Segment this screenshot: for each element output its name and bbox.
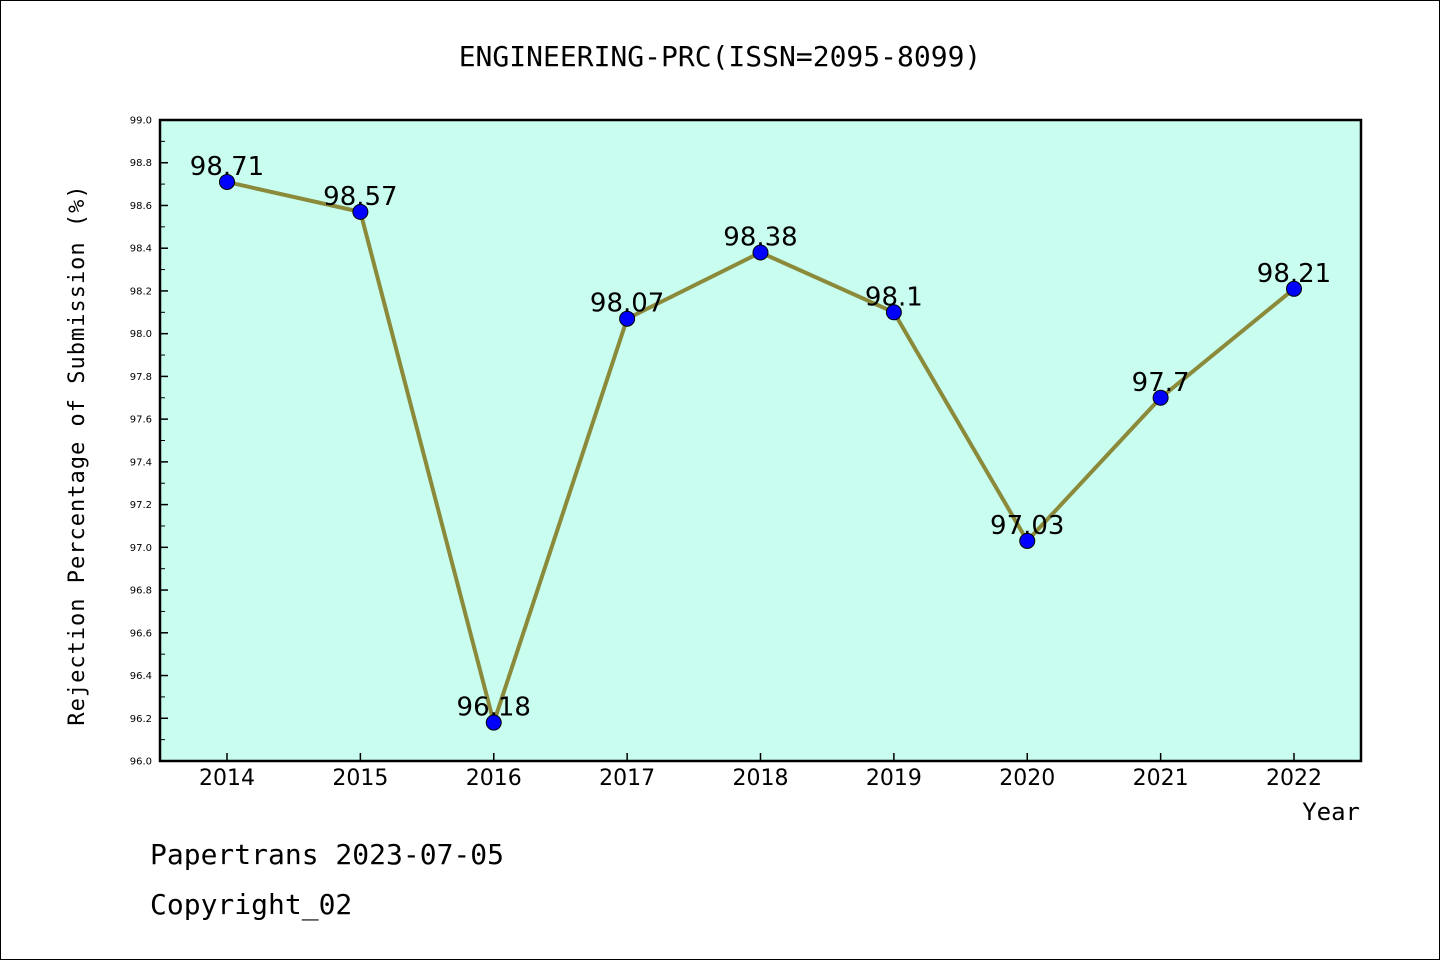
data-point [1286, 280, 1302, 297]
y-tick-label: 98.6 [130, 201, 152, 212]
data-labels: 98.71 98.57 96.18 98.07 98.38 98.1 97.03 97.7 98… [190, 152, 1331, 723]
footer-date: Papertrans 2023-07-05 [150, 838, 504, 871]
series-markers [219, 173, 1302, 731]
data-point [752, 244, 769, 261]
x-tick-label: 2022 [1266, 766, 1322, 791]
data-point [885, 304, 902, 321]
chart-title: ENGINEERING-PRC(ISSN=2095-8099) [459, 40, 982, 73]
x-tick-label: 2019 [866, 766, 922, 791]
y-tick-label: 98.4 [130, 244, 152, 255]
y-tick-label: 99.0 [130, 116, 152, 127]
data-point [485, 714, 502, 731]
y-tick-label: 98.2 [130, 286, 152, 297]
data-label: 97.7 [1132, 368, 1190, 398]
y-tick-label: 96.8 [130, 586, 152, 597]
y-tick-label: 98.8 [130, 158, 152, 169]
data-label: 98.71 [190, 152, 264, 182]
data-label: 98.07 [590, 289, 664, 319]
x-tick-label: 2017 [599, 766, 655, 791]
y-tick-label: 98.0 [130, 329, 152, 340]
data-label: 98.57 [323, 182, 397, 212]
data-point [1019, 532, 1036, 549]
data-label: 98.1 [865, 282, 923, 312]
y-axis: 96.0 96.2 96.4 96.6 96.8 97.0 97.2 97.4 97.6 97.8… [130, 116, 168, 768]
y-tick-label: 97.4 [130, 457, 152, 468]
x-tick-label: 2014 [199, 766, 255, 791]
data-label: 97.03 [990, 511, 1064, 541]
x-tick-label: 2016 [466, 766, 522, 791]
x-tick-label: 2021 [1133, 766, 1189, 791]
y-tick-label: 96.2 [130, 714, 152, 725]
y-tick-label: 97.0 [130, 543, 152, 554]
x-tick-label: 2015 [332, 766, 388, 791]
data-point [352, 203, 369, 220]
data-point [219, 173, 235, 190]
data-label: 96.18 [457, 693, 531, 723]
y-tick-label: 96.4 [130, 671, 152, 682]
data-point [619, 310, 636, 327]
y-tick-label: 96.0 [130, 757, 152, 768]
y-tick-label: 97.6 [130, 415, 152, 426]
x-tick-label: 2020 [999, 766, 1055, 791]
x-axis-label: Year [1302, 798, 1360, 826]
y-axis-label: Rejection Percentage of Submission (%) [65, 184, 90, 725]
data-label: 98.38 [723, 222, 797, 252]
x-tick-label: 2018 [733, 766, 789, 791]
footer-copyright: Copyright_02 [150, 888, 352, 922]
plot-area [160, 120, 1361, 761]
y-tick-label: 96.6 [130, 628, 152, 639]
y-tick-label: 97.8 [130, 372, 152, 383]
data-label: 98.21 [1257, 259, 1331, 289]
plot-border [158, 118, 1363, 763]
x-axis: 2014 2015 2016 2017 2018 2019 2020 2021 2022 [199, 753, 1322, 791]
data-point [1152, 389, 1169, 406]
y-tick-label: 97.2 [130, 500, 152, 511]
